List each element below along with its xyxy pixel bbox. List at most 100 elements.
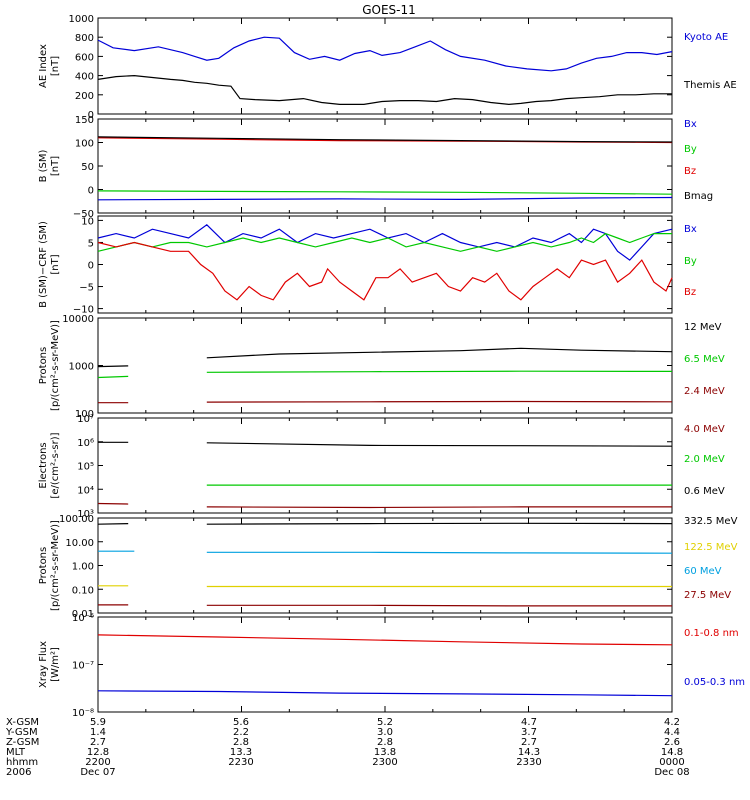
- series-line-2-4-mev: [206, 400, 673, 403]
- chart-title: GOES-11: [362, 3, 416, 17]
- ephemeris-value: 5.9: [90, 717, 106, 728]
- y-tick-label: 200: [75, 91, 94, 102]
- y-tick-label: 10000: [62, 314, 94, 325]
- y-axis-label: B (SM): [38, 149, 49, 182]
- ephemeris-value: 2330: [516, 757, 541, 768]
- ephemeris-table: X-GSM 5.9 5.6 5.2 4.7 4.2 Y-GSM 1.4 2.2 3.0 3.7 4.4…: [5, 717, 690, 778]
- series-line-by: [97, 232, 672, 252]
- y-tick-label: 10⁴: [77, 485, 94, 496]
- y-axis-label: Xray Flux: [38, 641, 49, 688]
- legend-label: Bx: [684, 224, 697, 235]
- y-tick-label: 150: [75, 115, 94, 126]
- y-axis-label: [nT]: [50, 56, 61, 76]
- legend-label: 4.0 MeV: [684, 424, 725, 435]
- series-line-4-0-mev: [97, 502, 129, 505]
- y-tick-label: 10.00: [65, 538, 94, 549]
- panel-protons1: 100 1000 10000 Protons [p/(cm²-s-sr-MeV)] 12 …: [38, 314, 725, 420]
- panel-frame: [97, 517, 673, 614]
- y-axis-label: [W/m²]: [50, 647, 61, 682]
- panel-protons2: 0.01 0.10 1.00 10.00 100.00 Protons [p/(cm²-s-…: [38, 514, 738, 620]
- series-line-bmag: [97, 136, 673, 143]
- legend-label: 332.5 MeV: [684, 516, 738, 527]
- y-tick-label: 1000: [69, 362, 94, 373]
- y-tick-label: 10⁻⁶: [72, 613, 94, 624]
- y-tick-label: 0.01: [72, 609, 94, 620]
- ephemeris-row-label: hhmm: [6, 757, 38, 768]
- legend-label: 27.5 MeV: [684, 590, 731, 601]
- y-axis-label: [p/(cm²-s-sr-MeV)]: [50, 520, 61, 611]
- series-line-27-5-mev: [206, 604, 672, 607]
- legend-label: 2.0 MeV: [684, 454, 725, 465]
- ephemeris-value: 13.3: [230, 747, 252, 758]
- legend-label: 2.4 MeV: [684, 386, 725, 397]
- ephemeris-value: 12.8: [87, 747, 109, 758]
- ephemeris-value: 4.4: [664, 727, 680, 738]
- y-axis-label: AE Index: [38, 44, 49, 88]
- y-tick-label: −5: [79, 283, 94, 294]
- series-line-by: [97, 190, 673, 195]
- y-tick-label: 10⁶: [77, 438, 94, 449]
- y-tick-label: 100: [75, 409, 94, 420]
- series-line-bx: [97, 196, 673, 201]
- series-line-0-6-mev: [206, 442, 673, 447]
- y-tick-label: 10: [81, 216, 94, 227]
- legend-label: By: [684, 256, 697, 267]
- ephemeris-value: 3.7: [521, 727, 537, 738]
- y-tick-label: 0: [88, 110, 94, 121]
- ephemeris-row-label: 2006: [6, 767, 31, 778]
- legend-label: 12 MeV: [684, 322, 722, 333]
- ephemeris-row-label: Z-GSM: [6, 737, 39, 748]
- series-line-bx: [97, 224, 673, 261]
- ephemeris-value: 3.0: [377, 727, 393, 738]
- ephemeris-value: Dec 07: [80, 767, 115, 778]
- y-tick-label: 400: [75, 72, 94, 83]
- panel-frame: [97, 215, 673, 314]
- series-line-themis-ae: [97, 74, 672, 106]
- ephemeris-value: 2.8: [377, 737, 393, 748]
- y-tick-label: 100: [75, 139, 94, 150]
- legend-label: 0.6 MeV: [684, 486, 725, 497]
- y-tick-label: 100.00: [59, 514, 94, 525]
- ephemeris-row-label: X-GSM: [6, 717, 39, 728]
- series-line-bz: [97, 241, 673, 301]
- y-tick-label: 600: [75, 52, 94, 63]
- y-axis-label: [nT]: [50, 156, 61, 176]
- y-axis-label: [p/(cm²-s-sr-MeV)]: [50, 320, 61, 411]
- ephemeris-row-label: MLT: [6, 747, 26, 758]
- panel-frame: [97, 317, 673, 414]
- series-line-60-mev: [206, 551, 673, 554]
- legend-label: 122.5 MeV: [684, 542, 738, 553]
- panel-bdiff: −10 −5 0 5 10 B (SM)−CRF (SM) [nT] Bx By Bz: [38, 215, 697, 316]
- ephemeris-value: 2.8: [233, 737, 249, 748]
- y-axis-label: [nT]: [50, 254, 61, 274]
- ephemeris-value: 4.2: [664, 717, 680, 728]
- legend-label: 6.5 MeV: [684, 354, 725, 365]
- ephemeris-value: 2.2: [233, 727, 249, 738]
- ephemeris-value: 13.8: [374, 747, 396, 758]
- legend-label: Themis AE: [683, 80, 737, 91]
- ephemeris-value: 4.7: [521, 717, 537, 728]
- legend-label: 0.05-0.3 nm: [684, 677, 745, 688]
- legend-label: Bx: [684, 119, 697, 130]
- y-tick-label: 0: [88, 261, 94, 272]
- legend-label: Bz: [684, 287, 696, 298]
- series-line-0-05-0-3-nm: [97, 690, 673, 697]
- legend-label: 0.1-0.8 nm: [684, 628, 739, 639]
- ephemeris-value: 14.8: [661, 747, 683, 758]
- y-tick-label: 0.10: [72, 585, 94, 596]
- y-axis-label: Protons: [38, 547, 49, 584]
- y-tick-label: 1000: [69, 14, 94, 25]
- panel-ae: 0 200 400 600 800 1000 AE Index [nT] Kyoto AE The…: [38, 14, 737, 121]
- panel-electrons: 10³ 10⁴ 10⁵ 10⁶ 10⁷ Electrons [e/(cm²-s-sr)] 4.…: [38, 414, 725, 520]
- panel-xray: 10⁻⁸ 10⁻⁷ 10⁻⁶ Xray Flux [W/m²] 0.1-0.8 nm 0.0…: [38, 613, 745, 719]
- legend-label: Kyoto AE: [684, 32, 728, 43]
- ephemeris-value: 5.2: [377, 717, 393, 728]
- ephemeris-value: 0000: [659, 757, 684, 768]
- y-axis-label: Protons: [38, 347, 49, 384]
- y-tick-label: 1.00: [72, 562, 94, 573]
- panel-bsm: −50 0 50 100 150 B (SM) [nT] Bx By Bz Bmag: [38, 115, 713, 220]
- ephemeris-value: 2.6: [664, 737, 680, 748]
- series-line-12-mev: [206, 347, 673, 359]
- y-tick-label: 10⁵: [77, 462, 94, 473]
- legend-label: 60 MeV: [684, 566, 722, 577]
